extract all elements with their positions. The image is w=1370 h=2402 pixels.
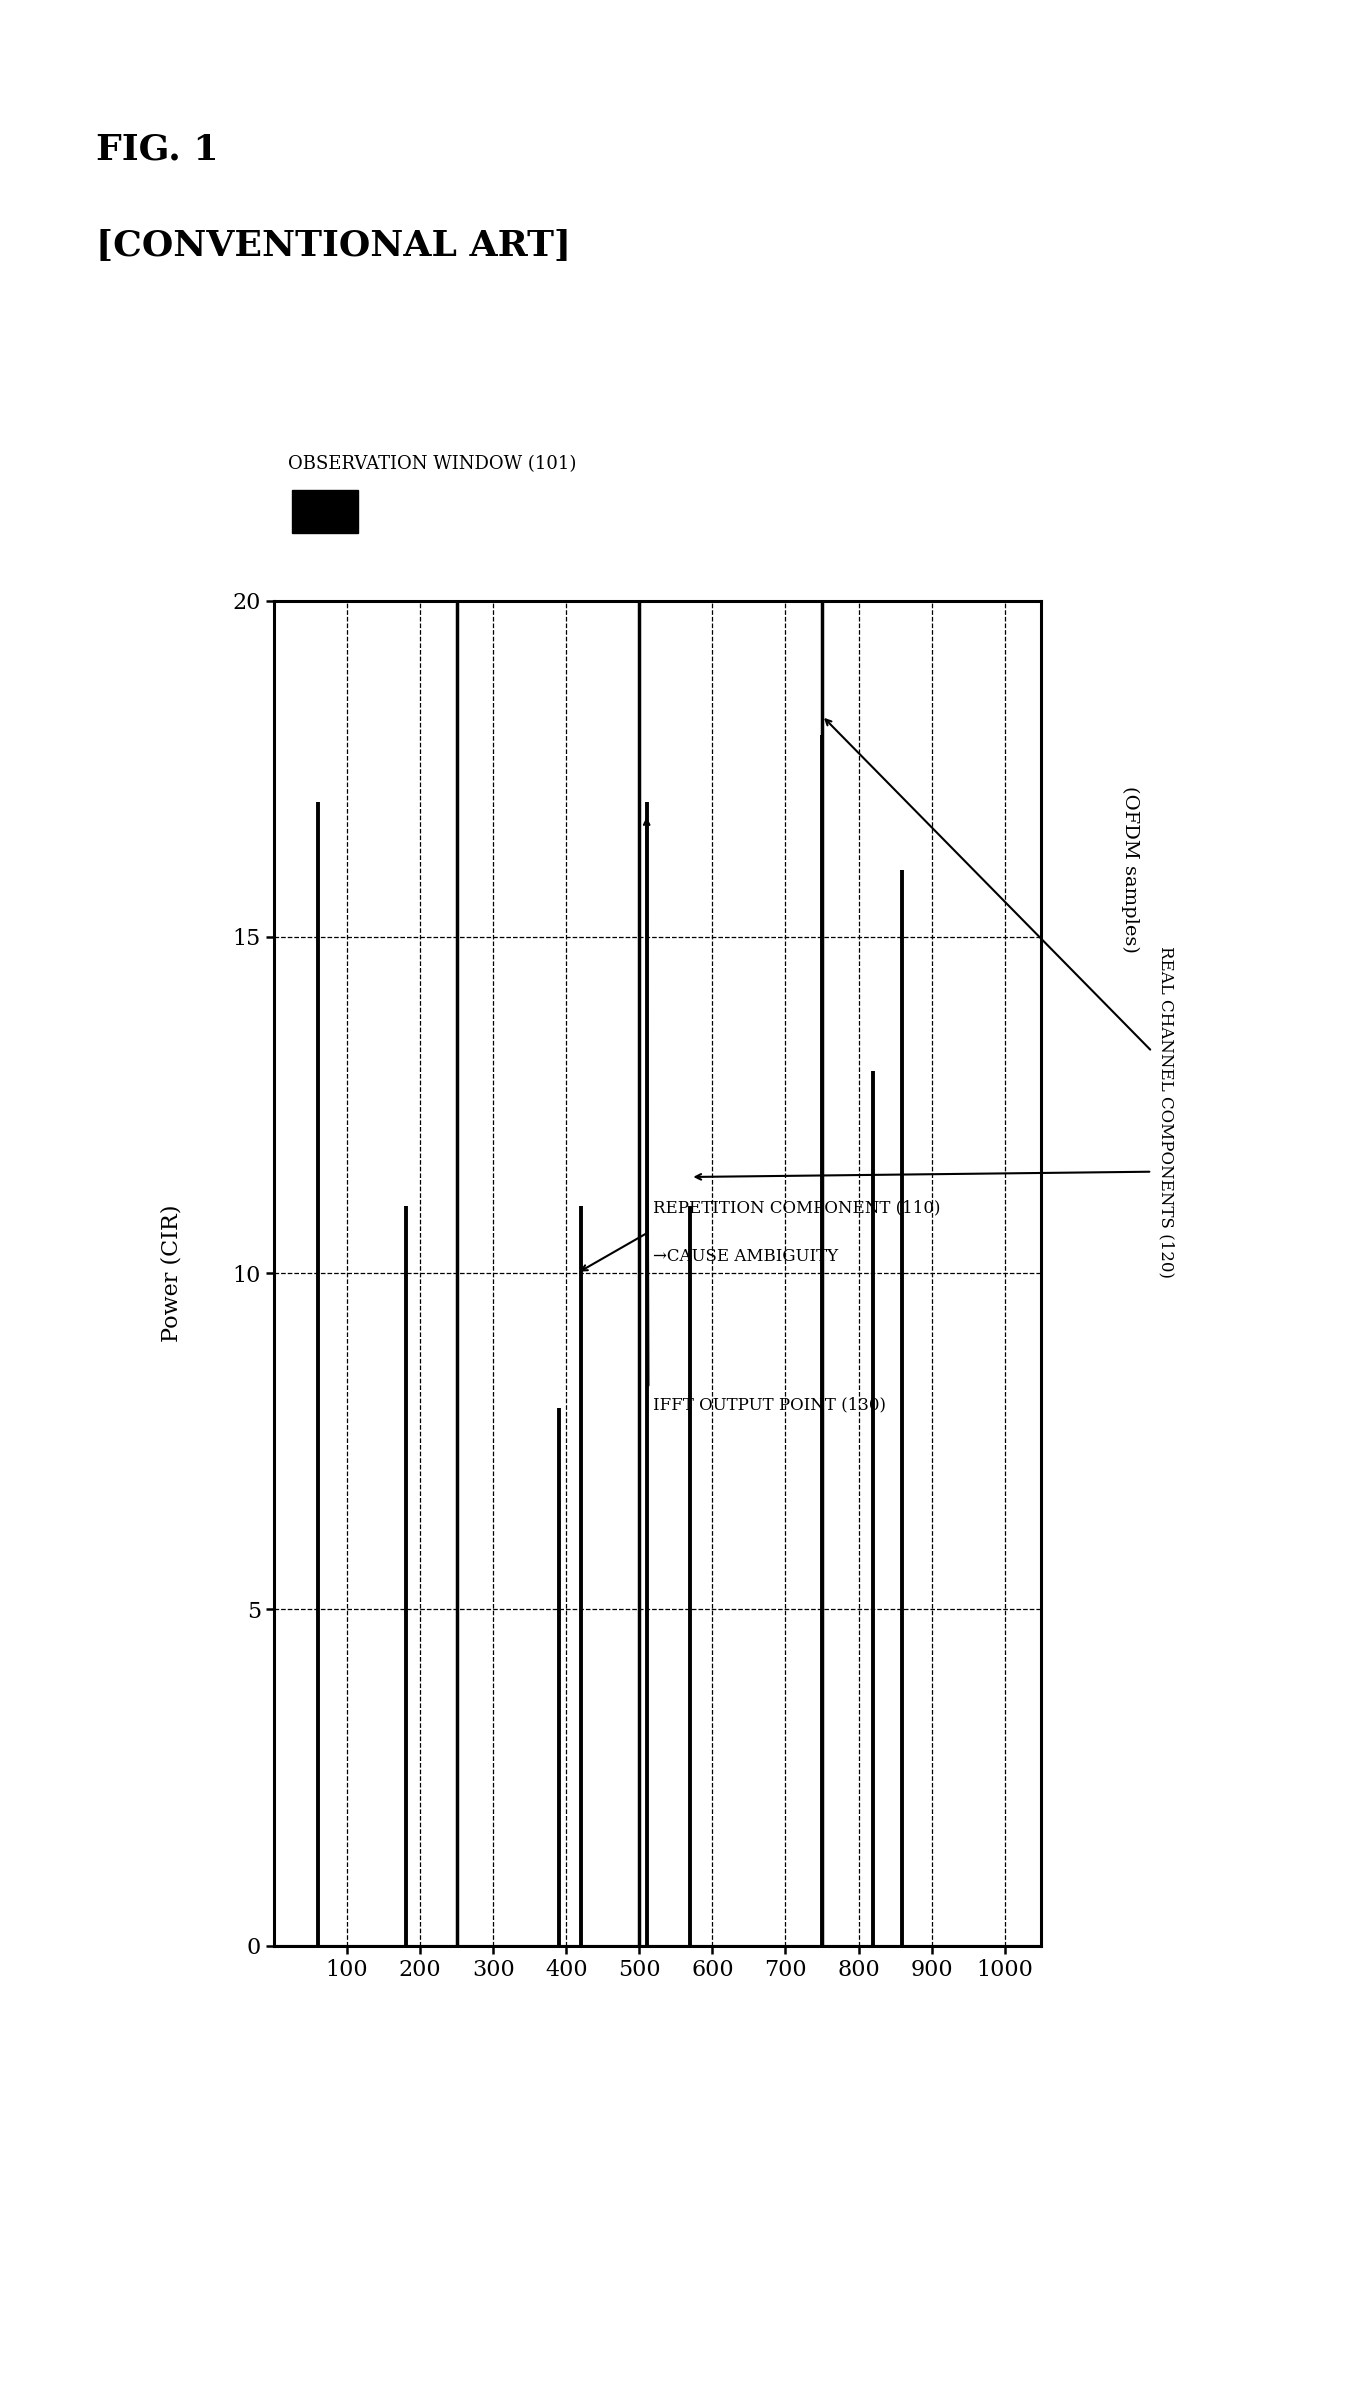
Text: (OFDM samples): (OFDM samples) (1121, 785, 1140, 954)
Text: REPETITION COMPONENT (110): REPETITION COMPONENT (110) (652, 1199, 940, 1218)
Text: IFFT OUTPUT POINT (130): IFFT OUTPUT POINT (130) (652, 1396, 885, 1415)
Text: Power (CIR): Power (CIR) (160, 1203, 182, 1343)
Text: →CAUSE AMBIGUITY: →CAUSE AMBIGUITY (652, 1247, 837, 1266)
Text: REAL CHANNEL COMPONENTS (120): REAL CHANNEL COMPONENTS (120) (1158, 946, 1174, 1278)
Text: OBSERVATION WINDOW (101): OBSERVATION WINDOW (101) (288, 456, 575, 473)
Text: [CONVENTIONAL ART]: [CONVENTIONAL ART] (96, 228, 571, 262)
Text: FIG. 1: FIG. 1 (96, 132, 219, 166)
